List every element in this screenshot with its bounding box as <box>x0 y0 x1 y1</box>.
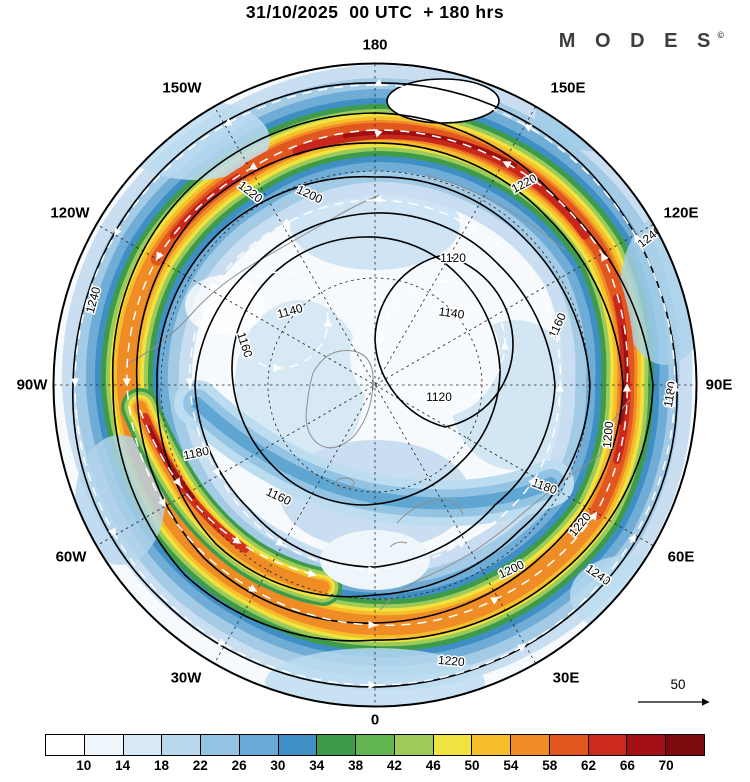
contour-label: 1200 <box>600 420 616 448</box>
wind-reference-label: 50 <box>670 677 685 692</box>
colorbar-tick-label: 26 <box>231 758 247 773</box>
colorbar-cell <box>317 735 357 755</box>
colorbar-tick-label: 14 <box>115 758 131 773</box>
contour-label: 1220 <box>437 653 465 669</box>
colorbar-cell <box>84 735 124 755</box>
colorbar-tick-label: 62 <box>581 758 597 773</box>
colorbar-tick-label: 42 <box>386 758 402 773</box>
colorbar-tick-labels: 10 14 18 22 26 30 34 38 42 46 50 54 58 62 66 70 <box>45 758 705 776</box>
map-boundary <box>52 62 698 708</box>
colorbar-cell <box>201 735 240 755</box>
colorbar-cell <box>239 735 279 755</box>
colorbar-cell <box>123 735 163 755</box>
modes-logo: M O D E S© <box>559 30 724 53</box>
colorbar-tick-label: 46 <box>425 758 441 773</box>
colorbar-tick-label: 10 <box>76 758 92 773</box>
colorbar-cell <box>356 735 395 755</box>
colorbar-tick-label: 38 <box>348 758 364 773</box>
colorbar-cell <box>666 735 705 755</box>
colorbar-cell <box>472 735 512 755</box>
colorbar <box>45 734 705 756</box>
colorbar-tick-label: 54 <box>503 758 519 773</box>
polar-map: 1240 1240 1240 1220 1220 1220 1220 1200 … <box>52 62 698 708</box>
colorbar-cell <box>394 735 434 755</box>
colorbar-tick-label: 58 <box>542 758 558 773</box>
copyright-mark: © <box>717 30 724 40</box>
wind-arrows <box>75 84 675 685</box>
colorbar-tick-label: 50 <box>464 758 480 773</box>
colorbar-cell <box>588 735 628 755</box>
modes-logo-text: M O D E S <box>558 30 718 52</box>
wind-reference-arrow: 50 <box>638 677 710 706</box>
longitude-label-180: 180 <box>362 36 388 54</box>
colorbar-cell <box>433 735 473 755</box>
colorbar-cell <box>511 735 550 755</box>
colorbar-cell <box>46 735 85 755</box>
colorbar-tick-label: 66 <box>619 758 635 773</box>
longitude-label-90e: 90E <box>705 376 733 394</box>
colorbar-tick-label: 70 <box>658 758 674 773</box>
colorbar-cell <box>162 735 202 755</box>
longitude-label-0: 0 <box>370 711 380 729</box>
chart-title: 31/10/2025 00 UTC + 180 hrs <box>245 2 505 22</box>
longitude-label-150e: 150E <box>550 79 586 97</box>
colorbar-tick-label: 30 <box>270 758 286 773</box>
contour-label: 1120 <box>426 390 452 404</box>
colorbar-tick-label: 34 <box>309 758 325 773</box>
colorbar-tick-label: 18 <box>153 758 169 773</box>
longitude-label-150w: 150W <box>162 79 202 97</box>
colorbar-cell <box>549 735 589 755</box>
colorbar-cell <box>627 735 667 755</box>
contour-label: 1120 <box>440 251 466 265</box>
colorbar-tick-label: 22 <box>192 758 208 773</box>
colorbar-cell <box>278 735 318 755</box>
longitude-label-90w: 90W <box>16 376 48 394</box>
